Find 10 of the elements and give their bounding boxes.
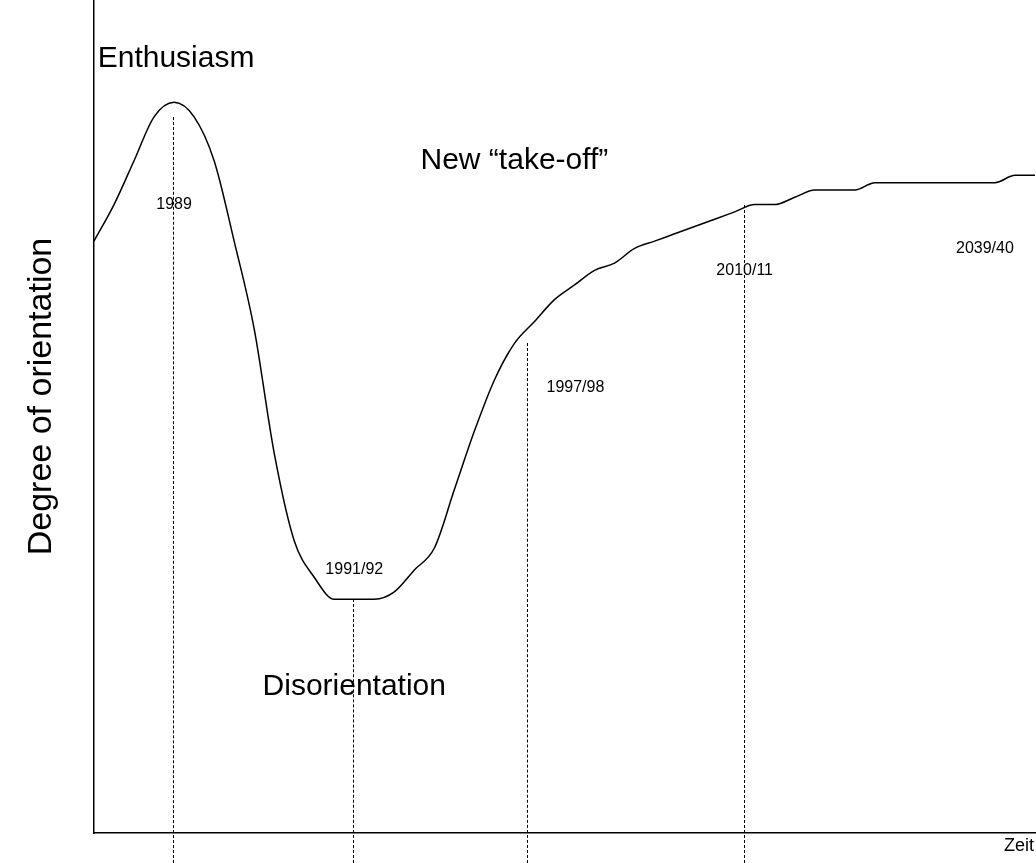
annotation: 2010/11 [716, 260, 774, 278]
annotation: 1997/98 [546, 377, 605, 395]
x-axis-title: Zeit [1003, 834, 1034, 855]
annotation: Disorientation [262, 668, 446, 702]
y-axis-title: Degree of orientation [20, 237, 59, 556]
text: Enthusiasm [97, 39, 255, 73]
annotation: 1989 [156, 195, 192, 212]
annotation: 1991/92 [325, 560, 384, 578]
annotation: New “take-off” [420, 142, 609, 176]
annotation: 2039/40 [956, 238, 1014, 256]
